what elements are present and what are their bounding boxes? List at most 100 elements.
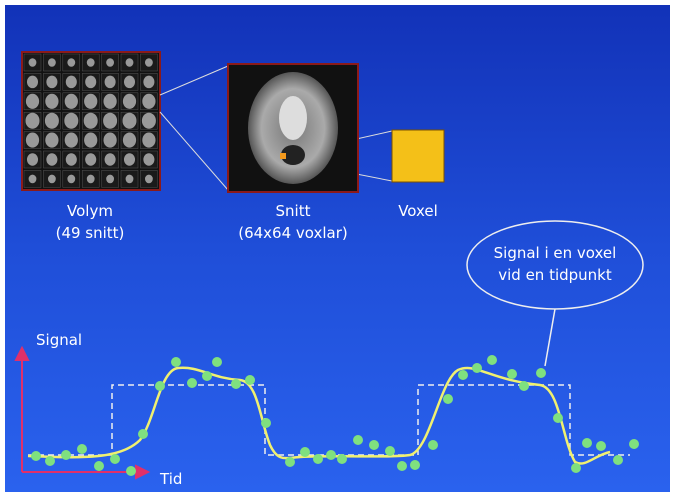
- sample-dot: [428, 440, 438, 450]
- slice-brain: [85, 153, 96, 165]
- sample-dot: [507, 369, 517, 379]
- sample-dot: [231, 379, 241, 389]
- slice-brain: [123, 113, 137, 129]
- slice-brain: [105, 76, 116, 88]
- sample-dot: [629, 439, 639, 449]
- sample-dot: [369, 440, 379, 450]
- sample-dot: [326, 450, 336, 460]
- sample-dot: [472, 363, 482, 373]
- slice-brain: [145, 175, 153, 184]
- slice-brain: [145, 58, 153, 67]
- sample-dot: [313, 454, 323, 464]
- sample-dot: [61, 450, 71, 460]
- slice-brain: [67, 175, 75, 184]
- sample-dot: [458, 370, 468, 380]
- slice-brain: [84, 113, 98, 129]
- sample-dot: [397, 461, 407, 471]
- sample-dot: [571, 463, 581, 473]
- slice-brain: [46, 76, 57, 88]
- slice-brain: [106, 58, 114, 67]
- sample-dot: [155, 381, 165, 391]
- slice-brain: [87, 175, 95, 184]
- slice-brain: [123, 133, 136, 148]
- volume-grid: [22, 52, 160, 190]
- sample-dot: [110, 454, 120, 464]
- slice-brain: [29, 58, 37, 67]
- slice-brain: [26, 133, 39, 148]
- slice-brain: [126, 58, 134, 67]
- slice-brain: [85, 76, 96, 88]
- sample-dot: [126, 466, 136, 476]
- diagram: Volym (49 snitt) Snitt (64x64 voxlar) Vo…: [0, 0, 675, 497]
- slice-brain: [103, 133, 116, 148]
- sample-dot: [212, 357, 222, 367]
- sample-dot: [94, 461, 104, 471]
- slice-brain: [26, 94, 39, 109]
- label: Snitt: [276, 202, 311, 220]
- sample-dot: [385, 446, 395, 456]
- callout-text: vid en tidpunkt: [498, 266, 612, 284]
- slice-brain: [45, 113, 59, 129]
- slice-brain: [124, 76, 135, 88]
- brain-slice: [228, 64, 358, 192]
- sample-dot: [77, 444, 87, 454]
- sample-dot: [353, 435, 363, 445]
- sample-dot: [187, 378, 197, 388]
- slice-brain: [84, 133, 97, 148]
- sample-dot: [443, 394, 453, 404]
- sample-dot: [202, 371, 212, 381]
- slice-brain: [65, 94, 78, 109]
- slice-brain: [142, 133, 155, 148]
- sample-dot: [171, 357, 181, 367]
- sample-dot: [596, 441, 606, 451]
- sample-dot: [285, 457, 295, 467]
- sample-dot: [261, 418, 271, 428]
- slice-brain: [27, 153, 38, 165]
- slice-brain: [66, 76, 77, 88]
- slice-brain: [106, 175, 114, 184]
- x-axis-label: Tid: [159, 470, 182, 488]
- slice-brain: [126, 175, 134, 184]
- slice-brain: [67, 58, 75, 67]
- slice-brain: [46, 153, 57, 165]
- slice-brain: [48, 175, 56, 184]
- label: Voxel: [398, 202, 438, 220]
- slice-brain: [124, 153, 135, 165]
- slice-brain: [142, 94, 155, 109]
- slice-brain: [66, 153, 77, 165]
- sample-dot: [245, 375, 255, 385]
- slice-brain: [123, 94, 136, 109]
- label: Volym: [67, 202, 113, 220]
- slice-brain: [29, 175, 37, 184]
- sample-dot: [138, 429, 148, 439]
- slice-brain: [143, 76, 154, 88]
- sample-dot: [536, 368, 546, 378]
- slice-brain: [27, 76, 38, 88]
- slice-brain: [48, 58, 56, 67]
- slice-brain: [142, 113, 156, 129]
- slice-brain: [84, 94, 97, 109]
- sample-dot: [337, 454, 347, 464]
- slice-brain: [45, 94, 58, 109]
- slice-brain: [65, 133, 78, 148]
- sample-dot: [300, 447, 310, 457]
- sample-dot: [553, 413, 563, 423]
- sample-dot: [582, 438, 592, 448]
- y-axis-label: Signal: [36, 331, 82, 349]
- slice-brain: [64, 113, 78, 129]
- slice-brain: [105, 153, 116, 165]
- slice-brain: [45, 133, 58, 148]
- sample-dot: [410, 460, 420, 470]
- callout-text: Signal i en voxel: [494, 244, 617, 262]
- slice-brain: [87, 58, 95, 67]
- sample-dot: [519, 381, 529, 391]
- sublabel: (64x64 voxlar): [238, 224, 348, 242]
- sample-dot: [613, 455, 623, 465]
- slice-brain: [103, 94, 116, 109]
- slice-brain: [143, 153, 154, 165]
- voxel: [392, 130, 444, 182]
- sample-dot: [487, 355, 497, 365]
- sample-dot: [31, 451, 41, 461]
- sample-dot: [45, 456, 55, 466]
- sublabel: (49 snitt): [56, 224, 125, 242]
